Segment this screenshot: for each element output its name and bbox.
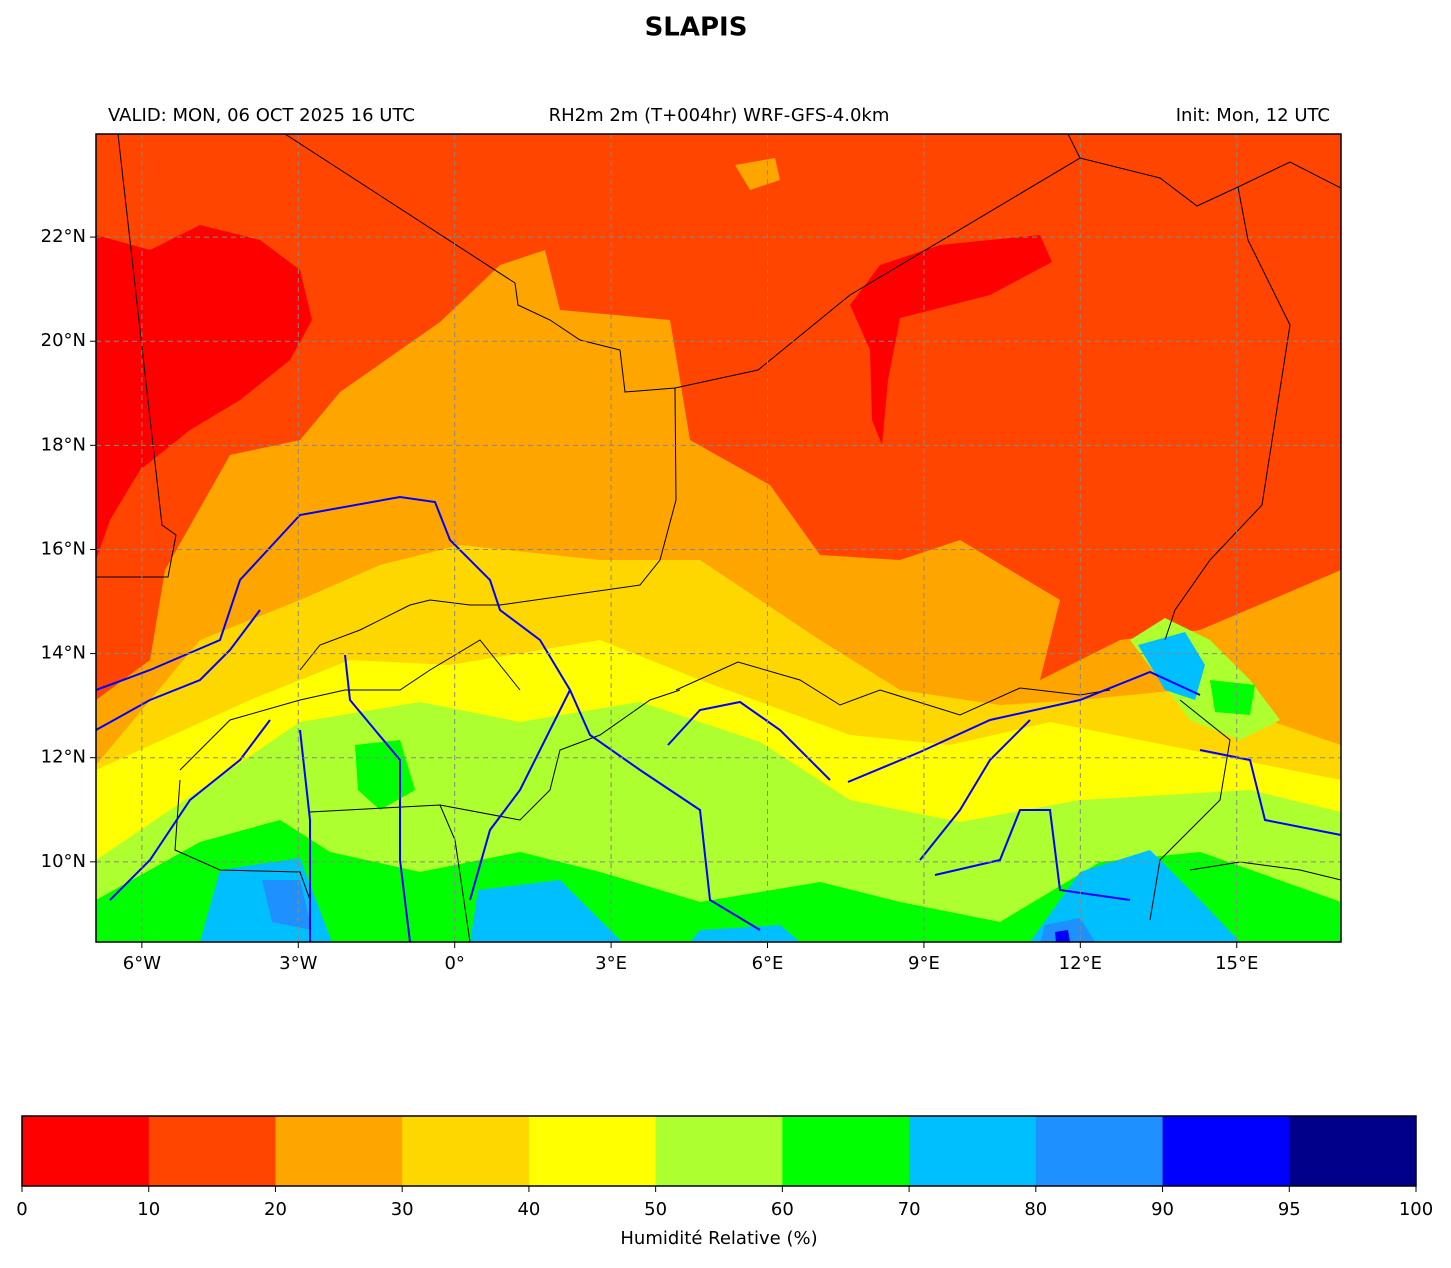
colorbar-tick-label: 40 xyxy=(517,1199,540,1220)
field-area xyxy=(1210,680,1255,715)
y-tick-label: 10°N xyxy=(41,851,86,872)
rivers xyxy=(96,495,1341,942)
field-area xyxy=(850,235,1052,445)
field-area xyxy=(690,925,800,942)
colorbar-label: Humidité Relative (%) xyxy=(620,1228,817,1249)
valid-time: VALID: MON, 06 OCT 2025 16 UTC xyxy=(108,105,415,126)
y-tick-label: 16°N xyxy=(41,538,86,559)
colorbar-segment xyxy=(275,1116,403,1186)
field-area xyxy=(1055,930,1070,942)
field-area xyxy=(96,225,312,560)
colorbar-frame xyxy=(21,1115,1417,1187)
y-tick-label: 22°N xyxy=(41,226,86,247)
field-name: RH2m 2m (T+004hr) WRF-GFS-4.0km xyxy=(549,105,890,126)
grid xyxy=(90,134,1341,948)
colorbar-segment xyxy=(909,1116,1037,1186)
colorbar-tick-label: 100 xyxy=(1399,1199,1433,1220)
y-tick-label: 18°N xyxy=(41,434,86,455)
colorbar-segment xyxy=(1289,1116,1417,1186)
x-tick-label: 3°E xyxy=(595,953,627,974)
colorbar-segment xyxy=(782,1116,910,1186)
colorbar-tick-label: 30 xyxy=(391,1199,414,1220)
colorbar-segment xyxy=(22,1116,150,1186)
x-tick-label: 6°W xyxy=(123,953,161,974)
colorbar-segment xyxy=(148,1116,276,1186)
field-area xyxy=(1040,918,1095,942)
title: SLAPIS xyxy=(645,13,748,43)
x-tick-label: 0° xyxy=(444,953,464,974)
y-tick-label: 20°N xyxy=(41,330,86,351)
colorbar-segment xyxy=(528,1116,657,1186)
colorbar-tick-label: 0 xyxy=(16,1199,27,1220)
borders xyxy=(96,134,1341,942)
init-time: Init: Mon, 12 UTC xyxy=(1176,105,1330,126)
colorbar-tick-label: 60 xyxy=(771,1199,794,1220)
colorbar-segment xyxy=(1162,1116,1290,1186)
humidity-field xyxy=(96,134,1341,942)
field-area xyxy=(470,880,622,942)
y-tick-label: 12°N xyxy=(41,747,86,768)
field-area xyxy=(262,880,312,930)
map-frame xyxy=(95,133,1342,943)
x-tick-label: 12°E xyxy=(1059,953,1102,974)
colorbar-tick-label: 80 xyxy=(1024,1199,1047,1220)
colorbar-segment xyxy=(655,1116,783,1186)
field-area xyxy=(1138,632,1205,700)
field-area xyxy=(1030,850,1240,942)
x-tick-label: 15°E xyxy=(1215,953,1258,974)
colorbar-tick-label: 20 xyxy=(264,1199,287,1220)
colorbar-tick-label: 95 xyxy=(1278,1199,1301,1220)
colorbar-tick-label: 70 xyxy=(898,1199,921,1220)
x-tick-label: 3°W xyxy=(279,953,317,974)
colorbar-tick-label: 90 xyxy=(1151,1199,1174,1220)
colorbar-segment xyxy=(1035,1116,1164,1186)
y-tick-label: 14°N xyxy=(41,643,86,664)
colorbar-segment xyxy=(402,1116,530,1186)
x-tick-label: 9°E xyxy=(908,953,940,974)
x-tick-label: 6°E xyxy=(752,953,784,974)
colorbar: 0 10 20 30 40 50 60 70 80 90 95 100 Humidité Relativ… xyxy=(16,1115,1433,1249)
colorbar-tick-label: 10 xyxy=(137,1199,160,1220)
field-area xyxy=(735,158,780,190)
colorbar-tick-label: 50 xyxy=(644,1199,667,1220)
